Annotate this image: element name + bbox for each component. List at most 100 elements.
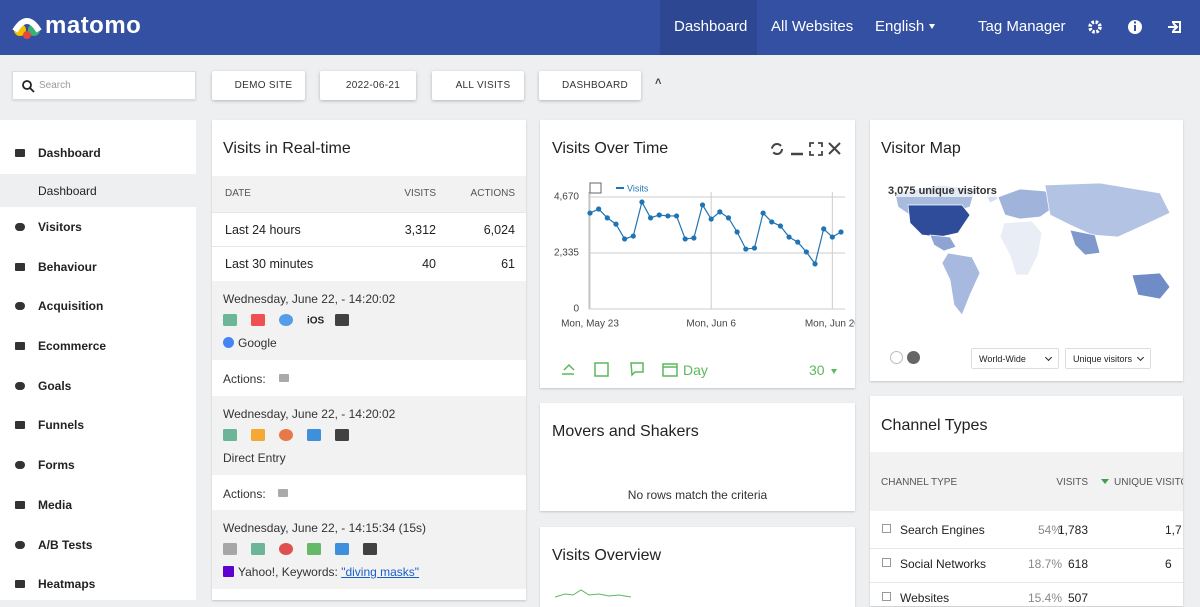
visit-count: 507: [1067, 591, 1088, 605]
footer-icon: [630, 362, 644, 377]
expand-icon[interactable]: [882, 558, 891, 567]
channel-name[interactable]: Websites: [900, 591, 950, 605]
sidebar-item[interactable]: Media: [38, 498, 73, 512]
visit-icon: [279, 429, 293, 441]
data-point: [630, 233, 636, 239]
nav-link[interactable]: All Websites: [771, 18, 854, 35]
nav-link[interactable]: Dashboard: [674, 18, 748, 35]
visit-source: Direct Entry: [223, 451, 286, 465]
toolbar-button[interactable]: DEMO SITE: [212, 71, 305, 100]
toolbar-button[interactable]: ALL VISITS: [432, 71, 524, 100]
info-mark: [1134, 25, 1136, 31]
sidebar-icon: [15, 302, 25, 310]
visit-icons: [223, 429, 349, 441]
search-placeholder: Search: [39, 80, 71, 91]
source-name: Google: [238, 336, 277, 350]
data-point: [795, 239, 801, 245]
table-cell: 6,024: [483, 223, 515, 237]
movers-widget: Movers and Shakers No rows match the crit…: [540, 403, 855, 511]
visit-icon: [307, 543, 321, 555]
visit-icon: [251, 543, 265, 555]
select-caret: [1044, 353, 1053, 362]
row-separator: [212, 212, 526, 213]
select-label: Unique visitors: [1073, 354, 1133, 364]
channel-name[interactable]: Search Engines: [900, 523, 985, 537]
action-icon: [278, 489, 288, 497]
sidebar-item[interactable]: Ecommerce: [38, 339, 107, 353]
data-point: [699, 202, 706, 208]
footer-icon: [562, 363, 575, 375]
period-selector[interactable]: Day: [683, 362, 708, 378]
sidebar-item[interactable]: A/B Tests: [38, 538, 93, 552]
widget-title: Channel Types: [881, 417, 988, 434]
y-tick-label: 2,335: [554, 248, 579, 259]
map-select[interactable]: Unique visitors: [1065, 348, 1151, 369]
widget-title: Visits in Real-time: [223, 140, 351, 157]
data-point: [743, 246, 749, 252]
table-cell: 3,312: [404, 223, 436, 237]
channel-name[interactable]: Social Networks: [900, 557, 987, 571]
nav-link[interactable]: Tag Manager: [978, 18, 1066, 35]
country-shape: [929, 234, 957, 252]
data-point: [829, 234, 835, 240]
globe-icon[interactable]: [907, 351, 920, 364]
sidebar-icon: [15, 382, 25, 390]
sort-arrow: [1101, 479, 1109, 484]
zoom-icon[interactable]: [890, 351, 903, 364]
sidebar-item[interactable]: Behaviour: [38, 260, 97, 274]
data-point: [682, 236, 688, 242]
sidebar-item[interactable]: Visitors: [38, 220, 82, 234]
visit-time: Wednesday, June 22, - 14:15:34 (15s): [223, 521, 427, 535]
close-icon: [828, 142, 841, 155]
nav-active-bg: [660, 0, 757, 55]
toolbar-button[interactable]: DASHBOARD: [539, 71, 641, 100]
sidebar-icon: [15, 342, 25, 350]
column-header: DATE: [225, 188, 251, 199]
search-icon: [22, 80, 35, 93]
sidebar-item[interactable]: Forms: [38, 458, 75, 472]
maximise-icon: [809, 142, 823, 156]
column-header: VISITS: [404, 188, 436, 199]
expand-icon[interactable]: [882, 524, 891, 533]
channel-types-widget: Channel Types CHANNEL TYPE VISITS UNIQUE VI…: [870, 396, 1183, 606]
visit-icon: [335, 314, 349, 326]
sidebar-item[interactable]: Funnels: [38, 418, 85, 432]
map-select[interactable]: World-Wide: [971, 348, 1059, 369]
toolbar-button[interactable]: 2022-06-21: [320, 71, 416, 100]
select-caret: [1136, 353, 1145, 362]
visits-overview-widget: Visits Overview: [540, 527, 855, 607]
visit-icons: [223, 543, 377, 555]
data-point: [665, 213, 671, 219]
top-bar: [0, 0, 1200, 55]
select-label: World-Wide: [979, 354, 1026, 364]
sidebar-active-bg: [0, 174, 196, 207]
sidebar-item[interactable]: Acquisition: [38, 299, 104, 313]
sidebar-icon: [15, 580, 25, 588]
sidebar-item[interactable]: Goals: [38, 379, 72, 393]
visitor-map-widget: Visitor Map 3,075 unique visitors World-Wi…: [870, 120, 1183, 381]
country-shape: [1131, 272, 1171, 300]
table-cell: 61: [501, 257, 515, 271]
series-line: [589, 200, 842, 266]
keyword-link[interactable]: "diving masks": [341, 565, 420, 579]
sidebar-subitem[interactable]: Dashboard: [38, 184, 97, 198]
button-label: DASHBOARD: [561, 80, 629, 91]
nav-link[interactable]: English: [875, 18, 925, 35]
table-cell: Last 24 hours: [225, 223, 301, 237]
row-separator: [870, 548, 1183, 549]
column-header: ACTIONS: [470, 188, 515, 199]
data-point: [708, 216, 714, 222]
actions-label: Actions:: [223, 487, 266, 501]
engine-icon: [223, 566, 234, 577]
sidebar-item[interactable]: Heatmaps: [38, 577, 96, 591]
data-point: [751, 245, 758, 251]
data-point: [673, 213, 680, 219]
search-box[interactable]: Search: [12, 71, 196, 100]
country-shape: [999, 220, 1043, 276]
sidebar-icon: [15, 501, 25, 509]
sidebar-icon: [15, 223, 25, 231]
visit-source: Yahoo!, Keywords: "diving masks": [223, 565, 419, 579]
data-point: [717, 209, 723, 215]
limit-selector[interactable]: 30: [809, 362, 825, 378]
sidebar-item[interactable]: Dashboard: [38, 146, 101, 160]
